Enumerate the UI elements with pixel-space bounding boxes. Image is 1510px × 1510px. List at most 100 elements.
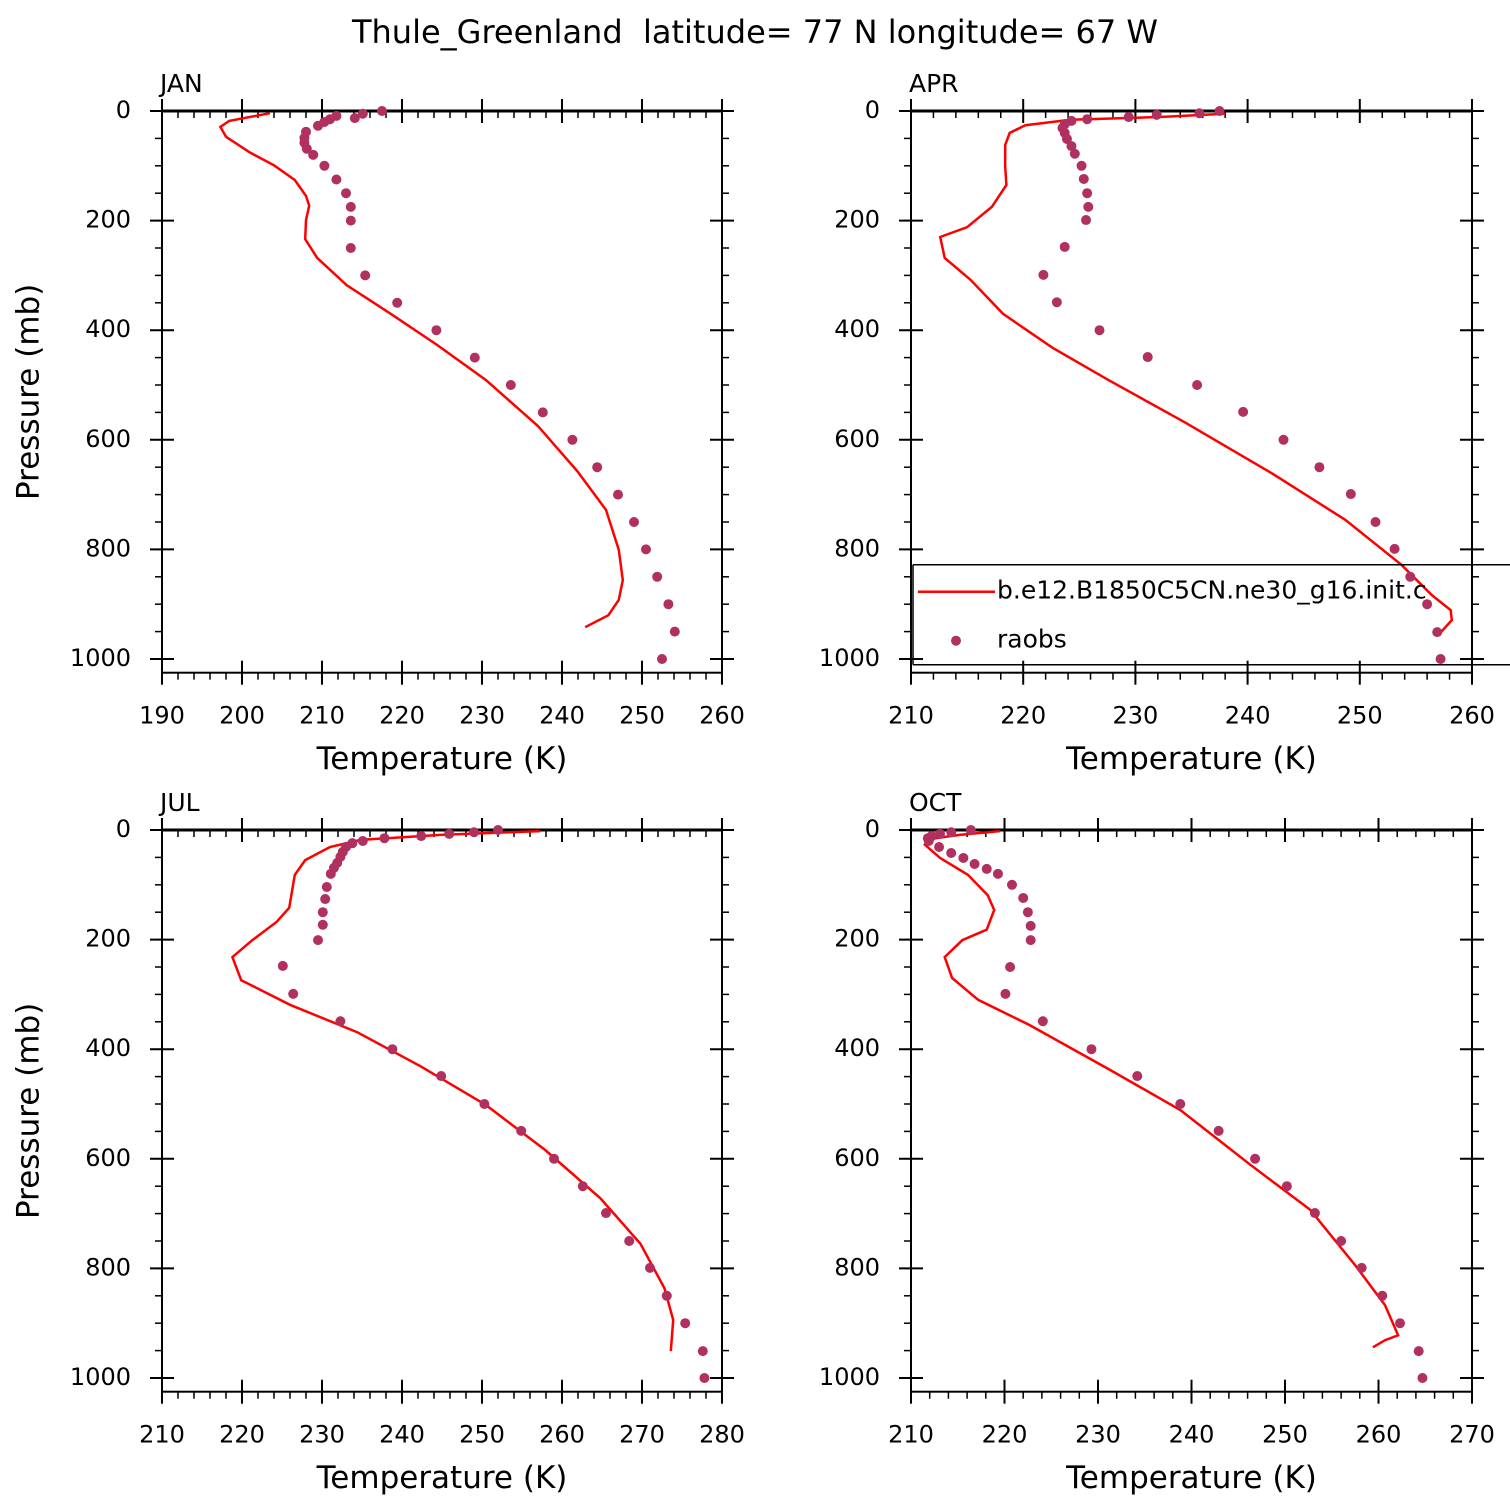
raob-point <box>1377 1290 1388 1301</box>
x-tick-label: 260 <box>1356 1421 1402 1449</box>
raob-point <box>1194 108 1205 119</box>
legend-label: b.e12.B1850C5CN.ne30_g16.init.c <box>997 576 1427 605</box>
y-tick-label: 200 <box>85 206 131 234</box>
raob-point <box>1123 112 1134 123</box>
x-tick-label: 260 <box>699 702 745 730</box>
raob-point <box>1175 1099 1186 1109</box>
raob-point <box>669 626 680 637</box>
raob-point <box>1005 962 1016 972</box>
raob-point <box>493 825 503 835</box>
x-tick-label: 230 <box>1075 1421 1121 1449</box>
raob-point <box>923 835 934 846</box>
raob-point <box>652 571 663 582</box>
panel-title: OCT <box>909 788 962 817</box>
raob-point <box>1061 133 1072 144</box>
raob-point <box>1192 380 1203 390</box>
raob-point <box>505 380 516 390</box>
y-axis-label: Pressure (mb) <box>11 284 47 500</box>
raob-point <box>377 106 387 116</box>
y-tick-label: 1000 <box>819 1363 880 1391</box>
raob-point <box>1083 201 1094 212</box>
panel-title: JAN <box>158 69 203 98</box>
raob-point <box>1238 406 1249 417</box>
raob-point <box>1086 1044 1097 1055</box>
y-tick-label: 600 <box>85 425 131 453</box>
raob-point <box>1094 325 1105 336</box>
raob-point <box>1345 489 1356 500</box>
x-tick-label: 250 <box>619 702 665 730</box>
x-tick-label: 260 <box>1449 702 1495 730</box>
plot-frame <box>161 110 723 674</box>
x-axis-label: Temperature (K) <box>316 1460 568 1496</box>
x-axis-label: Temperature (K) <box>1065 1460 1317 1496</box>
y-tick-label: 600 <box>834 425 880 453</box>
y-tick-label: 200 <box>85 925 131 953</box>
raob-point <box>379 833 390 844</box>
raob-point <box>1142 352 1153 363</box>
x-tick-label: 280 <box>699 1421 745 1449</box>
raob-point <box>1066 141 1077 152</box>
x-tick-label: 240 <box>379 1421 425 1449</box>
raob-point <box>661 1290 672 1301</box>
raob-point <box>1314 462 1325 473</box>
raob-point <box>1000 988 1011 999</box>
raob-point <box>1051 297 1062 308</box>
raob-point <box>317 919 328 930</box>
raob-point <box>1405 571 1416 582</box>
y-tick-label: 600 <box>834 1144 880 1172</box>
plot-frame <box>161 829 723 1393</box>
figure-title: Thule_Greenland latitude= 77 N longitude… <box>351 13 1158 51</box>
y-tick-label: 0 <box>116 96 131 124</box>
raob-point <box>349 113 360 124</box>
raob-point <box>657 654 667 664</box>
raob-point <box>969 858 980 869</box>
y-tick-label: 0 <box>865 815 880 843</box>
panel-title: JUL <box>158 788 200 817</box>
raob-point <box>345 243 356 253</box>
raob-point <box>697 1346 708 1357</box>
x-tick-label: 230 <box>299 1421 345 1449</box>
raob-point <box>1250 1153 1261 1164</box>
raob-point <box>1022 907 1033 918</box>
raob-point <box>1214 106 1225 116</box>
x-tick-label: 240 <box>1169 1421 1215 1449</box>
y-tick-label: 200 <box>834 206 880 234</box>
raob-point <box>444 828 455 839</box>
y-tick-label: 0 <box>865 96 880 124</box>
raob-point <box>1006 879 1017 890</box>
x-tick-label: 240 <box>1225 702 1271 730</box>
raob-point <box>1081 215 1092 226</box>
raob-point <box>1336 1236 1347 1246</box>
raob-point <box>1356 1262 1367 1273</box>
raob-point <box>1389 543 1400 554</box>
x-tick-label: 210 <box>888 702 934 730</box>
raob-point <box>321 881 332 892</box>
raob-point <box>1435 654 1446 664</box>
raob-point <box>1309 1208 1320 1219</box>
raob-point <box>331 174 342 185</box>
raob-point <box>965 825 976 835</box>
x-tick-label: 230 <box>459 702 505 730</box>
raob-point <box>469 827 479 838</box>
raob-point <box>1281 1181 1292 1192</box>
model-line <box>230 829 675 1352</box>
x-tick-label: 220 <box>379 702 425 730</box>
model-line <box>922 829 1400 1349</box>
x-axis-label: Temperature (K) <box>316 741 568 777</box>
x-tick-label: 250 <box>1337 702 1383 730</box>
raob-point <box>516 1125 527 1136</box>
legend-marker <box>951 635 961 646</box>
x-axis-label: Temperature (K) <box>1065 741 1317 777</box>
raob-point <box>1432 627 1443 638</box>
raob-point <box>1037 1016 1048 1027</box>
raob-point <box>436 1071 447 1082</box>
y-axis-label: Pressure (mb) <box>11 1003 47 1219</box>
y-tick-label: 800 <box>85 1253 131 1281</box>
x-tick-label: 250 <box>459 1421 505 1449</box>
raob-point <box>699 1373 710 1383</box>
raob-point <box>1018 892 1029 903</box>
y-tick-label: 0 <box>116 815 131 843</box>
raob-point <box>387 1044 398 1055</box>
x-tick-label: 220 <box>982 1421 1028 1449</box>
raob-point <box>301 143 312 154</box>
